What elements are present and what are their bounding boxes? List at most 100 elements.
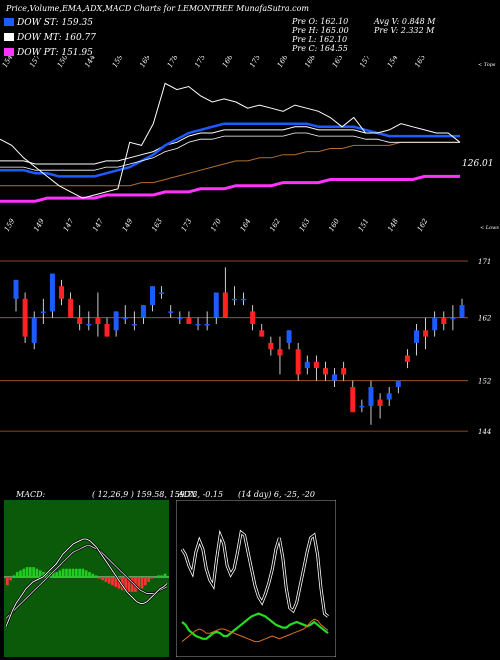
macd-histogram-bar <box>140 577 144 589</box>
candle-body <box>86 324 92 326</box>
top-tick-label: 166 <box>221 56 235 69</box>
candle <box>241 292 247 306</box>
candle-body <box>241 298 247 301</box>
indicator-legend: DOW ST: 159.35 DOW MT: 160.77 DOW PT: 15… <box>4 18 96 61</box>
top-tick-label: 169 <box>138 56 152 69</box>
y-tick-label: 152 <box>478 378 492 386</box>
series-line-macd <box>5 538 168 627</box>
candle <box>68 292 74 318</box>
y-tick-label: 162 <box>478 315 492 323</box>
series-line-minus-di <box>181 618 329 643</box>
lows-corner-label: < Lows <box>480 225 499 231</box>
macd-histogram-bar <box>61 568 65 577</box>
candle-body <box>286 330 292 343</box>
candle-body <box>113 311 119 331</box>
avg-volume: Avg V: 0.848 M <box>374 17 436 26</box>
candle-body <box>213 292 219 318</box>
dow-pt-label: DOW PT: 151.95 <box>17 48 93 58</box>
candle-body <box>332 374 338 381</box>
series-line-price <box>0 82 461 199</box>
candle <box>104 317 110 337</box>
candle <box>368 380 374 425</box>
macd-values: ( 12,26,9 ) 159.58, 159.73, -0.15 <box>92 490 224 499</box>
macd-histogram-bar <box>98 577 101 579</box>
candle <box>40 298 46 324</box>
candle <box>95 292 101 337</box>
dow-pt-swatch <box>4 48 14 56</box>
top-tick-label: 157 <box>28 56 42 69</box>
candle-body <box>186 317 192 324</box>
candle <box>140 305 146 324</box>
candle <box>259 324 265 337</box>
candle <box>441 311 447 331</box>
price-ema-chart: 154 157 150 144 159 169 178 175 166 175 166 168 163 1… <box>0 56 499 233</box>
top-tick-label: 166 <box>276 56 290 69</box>
macd-histogram-bar <box>68 568 72 577</box>
macd-histogram-bar <box>130 577 134 592</box>
top-tick-label: 175 <box>248 56 262 69</box>
top-tick-label: 168 <box>303 56 317 69</box>
macd-histogram-bar <box>81 568 85 577</box>
macd-histogram-bar <box>78 568 81 577</box>
bottom-tick-label: 164 <box>239 217 253 233</box>
candle <box>77 305 83 331</box>
candle <box>322 361 328 381</box>
macd-histogram-bar <box>55 572 58 577</box>
macd-histogram-bar <box>6 577 9 586</box>
candle-body <box>295 349 301 375</box>
macd-histogram-bar <box>9 577 12 581</box>
series-line-plus-di <box>181 612 329 640</box>
bottom-tick-label: 160 <box>327 217 341 233</box>
adx-chart <box>176 500 336 657</box>
candle <box>313 355 319 381</box>
dow-mt-swatch <box>4 33 14 41</box>
bottom-tick-label: 147 <box>62 217 76 233</box>
candle <box>13 279 19 312</box>
candle <box>450 305 456 331</box>
series-line-ema-short <box>0 122 460 178</box>
candle <box>177 311 183 324</box>
candle-body <box>341 368 347 375</box>
candle <box>222 267 228 318</box>
top-tick-label: 150 <box>56 56 70 69</box>
candle-body <box>395 380 401 387</box>
macd-histogram-bar <box>42 572 45 577</box>
candle-body <box>413 330 419 343</box>
candlestick-chart: 171 162 152 144 <box>0 258 492 436</box>
macd-histogram-bar <box>19 570 22 577</box>
macd-histogram-bar <box>25 567 29 577</box>
macd-histogram-bar <box>22 568 26 577</box>
candle <box>359 399 365 413</box>
top-tick-label: 175 <box>193 56 207 69</box>
dow-mt-label: DOW MT: 160.77 <box>17 33 96 43</box>
candle <box>295 342 301 381</box>
macd-histogram-bar <box>88 572 91 577</box>
candle-body <box>31 317 37 343</box>
candle-body <box>131 324 137 326</box>
candle <box>459 298 465 318</box>
macd-histogram-bar <box>104 577 108 582</box>
macd-histogram-bar <box>52 572 55 577</box>
candle <box>386 387 392 406</box>
candle-body <box>150 286 156 306</box>
indicator-dow-pt: DOW PT: 151.95 <box>4 48 96 61</box>
candle-body <box>49 273 55 312</box>
macd-histogram-bar <box>127 577 131 592</box>
candle-body <box>95 317 101 324</box>
candle-body <box>386 393 392 400</box>
top-tick-label: 144 <box>83 56 97 69</box>
macd-histogram-bar <box>157 575 160 577</box>
candle <box>277 336 283 375</box>
candle <box>413 324 419 356</box>
macd-histogram-bar <box>32 567 35 577</box>
prev-high: Pre H: 165.00 <box>292 26 349 35</box>
series-line-adx-inner <box>181 531 329 617</box>
macd-histogram-bar <box>163 573 167 577</box>
candle-body <box>68 298 74 318</box>
candle-body <box>313 361 319 369</box>
candle <box>231 286 237 306</box>
candle-body <box>159 292 165 294</box>
macd-histogram-bar <box>12 575 16 577</box>
macd-label: MACD: <box>16 490 46 499</box>
candle <box>250 305 256 331</box>
